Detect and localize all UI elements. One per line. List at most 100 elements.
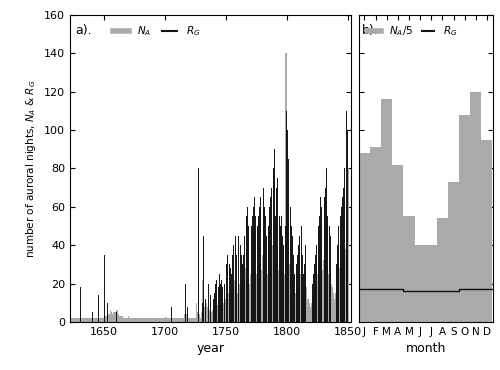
Bar xyxy=(90,318,92,322)
X-axis label: year: year xyxy=(196,342,224,355)
Bar xyxy=(333,293,334,322)
Bar xyxy=(482,139,492,322)
Bar xyxy=(284,274,286,322)
Bar xyxy=(314,287,316,322)
Bar xyxy=(345,249,346,322)
Bar xyxy=(256,274,258,322)
Bar xyxy=(176,318,178,322)
Bar xyxy=(128,316,129,322)
Bar xyxy=(295,293,296,322)
Bar xyxy=(459,115,470,322)
Legend: $N_A$, $R_G$: $N_A$, $R_G$ xyxy=(109,20,204,42)
Bar xyxy=(302,299,304,322)
Bar xyxy=(148,318,150,322)
Bar xyxy=(78,318,79,322)
Bar xyxy=(336,283,338,322)
Bar xyxy=(296,287,298,322)
Bar xyxy=(178,318,179,322)
Bar xyxy=(206,303,207,322)
Bar xyxy=(166,318,167,322)
Bar xyxy=(120,316,122,322)
Bar xyxy=(232,287,233,322)
Bar xyxy=(134,318,136,322)
Bar xyxy=(211,312,212,322)
Bar xyxy=(106,316,107,322)
Bar xyxy=(145,318,146,322)
Bar xyxy=(228,293,229,322)
Bar xyxy=(107,316,108,322)
Bar xyxy=(195,318,196,322)
Bar xyxy=(183,318,184,322)
Bar xyxy=(94,318,95,322)
Bar xyxy=(359,153,370,322)
Bar xyxy=(280,268,281,322)
Bar xyxy=(92,318,94,322)
Bar xyxy=(155,318,156,322)
Bar xyxy=(338,274,339,322)
Bar xyxy=(88,318,89,322)
Bar xyxy=(270,255,272,322)
Bar xyxy=(150,318,151,322)
Bar xyxy=(83,318,84,322)
Bar xyxy=(277,249,278,322)
Bar xyxy=(279,274,280,322)
Bar xyxy=(286,226,288,322)
Bar xyxy=(124,318,126,322)
Bar xyxy=(130,318,132,322)
Bar xyxy=(317,274,318,322)
Bar xyxy=(254,260,255,322)
Bar xyxy=(200,318,201,322)
Bar xyxy=(316,283,317,322)
Bar xyxy=(310,306,311,322)
Bar xyxy=(246,264,248,322)
Bar xyxy=(105,316,106,322)
Bar xyxy=(248,283,250,322)
Bar xyxy=(262,255,264,322)
Bar xyxy=(161,318,162,322)
Bar xyxy=(298,280,300,322)
Bar xyxy=(112,314,114,322)
Bar xyxy=(278,270,279,322)
Bar xyxy=(154,318,155,322)
Bar xyxy=(251,268,252,322)
Bar xyxy=(179,318,180,322)
Bar xyxy=(301,287,302,322)
Bar xyxy=(305,283,306,322)
Bar xyxy=(167,318,168,322)
Bar xyxy=(381,99,392,322)
Bar xyxy=(404,216,414,322)
Bar xyxy=(76,318,78,322)
Bar xyxy=(222,305,223,322)
Bar xyxy=(272,245,273,322)
Bar xyxy=(101,318,102,322)
Bar xyxy=(264,270,266,322)
Bar xyxy=(324,255,326,322)
Bar xyxy=(129,318,130,322)
Bar xyxy=(110,310,111,322)
Bar xyxy=(294,299,295,322)
Bar xyxy=(207,306,208,322)
Bar xyxy=(194,318,195,322)
Bar xyxy=(142,318,144,322)
Bar xyxy=(218,299,220,322)
Bar xyxy=(184,314,186,322)
Bar xyxy=(173,318,174,322)
Bar xyxy=(426,245,437,322)
Bar xyxy=(392,165,404,322)
Bar xyxy=(168,318,170,322)
Bar xyxy=(138,318,139,322)
Bar xyxy=(96,318,98,322)
Bar xyxy=(227,287,228,322)
Bar xyxy=(82,318,83,322)
Bar xyxy=(226,293,227,322)
Bar xyxy=(140,318,141,322)
Bar xyxy=(283,283,284,322)
Y-axis label: number of auroral nights, $N_A$ & $R_G$: number of auroral nights, $N_A$ & $R_G$ xyxy=(24,79,38,258)
Bar xyxy=(144,318,145,322)
Bar xyxy=(339,268,340,322)
Bar xyxy=(332,287,333,322)
Bar xyxy=(122,316,123,322)
Bar xyxy=(186,316,188,322)
Bar xyxy=(210,309,211,322)
Bar xyxy=(414,245,426,322)
